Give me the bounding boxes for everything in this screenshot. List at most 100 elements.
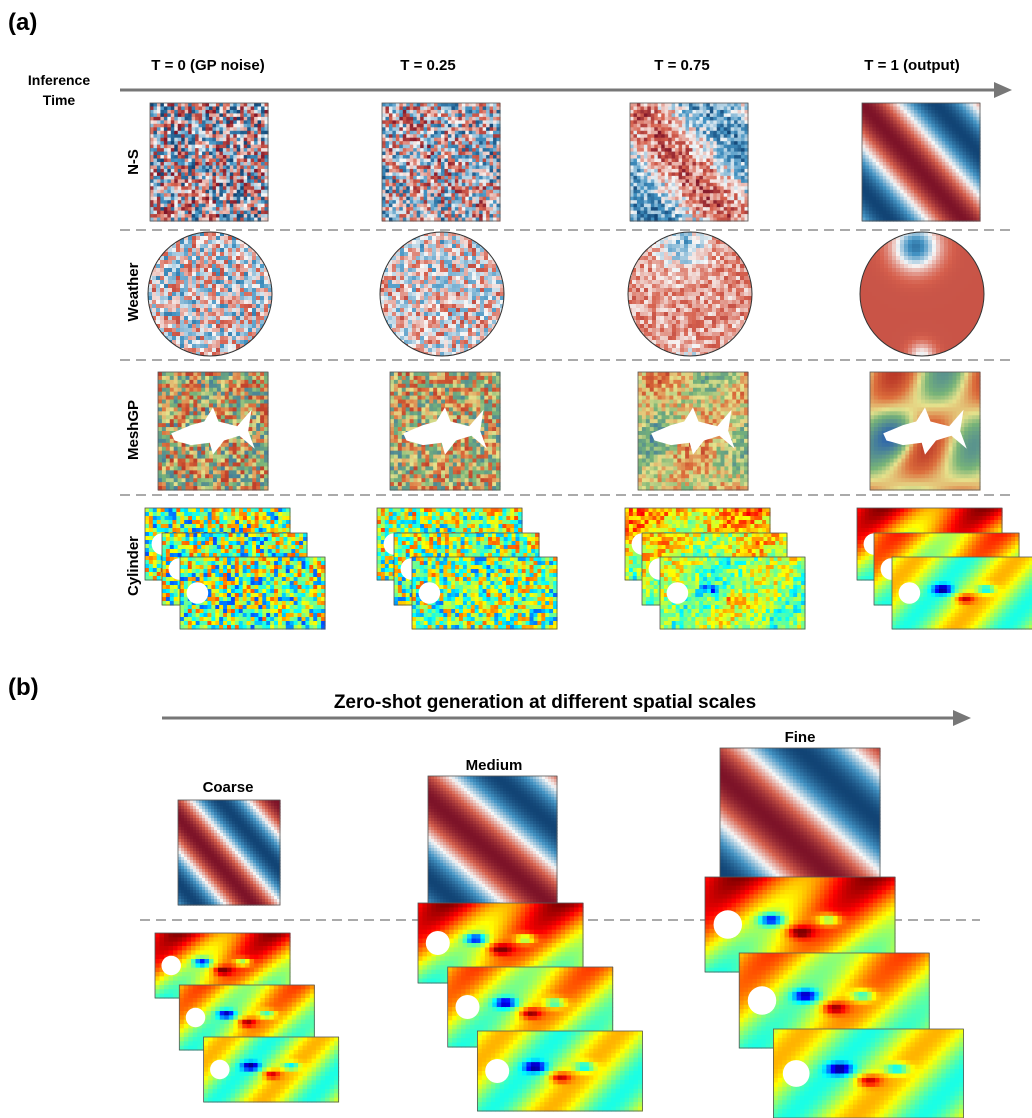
pixel bbox=[240, 320, 245, 325]
pixel bbox=[235, 605, 240, 610]
pixel bbox=[171, 117, 175, 121]
pixel bbox=[235, 565, 240, 570]
pixel bbox=[229, 537, 234, 542]
pixel bbox=[252, 284, 257, 289]
pixel bbox=[264, 296, 269, 301]
pixel bbox=[212, 300, 217, 305]
pixel bbox=[201, 403, 206, 408]
pixel bbox=[270, 557, 275, 562]
pixel bbox=[196, 280, 201, 285]
pixel bbox=[192, 312, 197, 317]
pixel bbox=[258, 561, 263, 566]
pixel bbox=[216, 528, 221, 533]
pixel bbox=[217, 533, 222, 538]
pixel bbox=[237, 141, 241, 145]
pixel bbox=[176, 256, 181, 261]
pixel bbox=[172, 288, 177, 293]
pixel bbox=[164, 193, 168, 197]
pixel bbox=[223, 561, 228, 566]
pixel bbox=[209, 482, 214, 487]
pixel bbox=[216, 288, 221, 293]
pixel bbox=[162, 581, 167, 586]
pixel bbox=[209, 545, 214, 550]
pixel bbox=[225, 533, 230, 538]
pixel bbox=[247, 117, 251, 121]
pixel bbox=[240, 252, 245, 257]
pixel bbox=[174, 462, 179, 467]
pixel bbox=[192, 236, 197, 241]
pixel bbox=[157, 110, 161, 114]
pixel bbox=[167, 124, 171, 128]
pixel bbox=[211, 581, 216, 586]
pixel bbox=[166, 376, 171, 381]
pixel bbox=[176, 312, 181, 317]
pixel bbox=[272, 541, 277, 546]
pixel bbox=[188, 260, 193, 265]
pixel bbox=[254, 117, 258, 121]
pixel bbox=[160, 324, 165, 329]
pixel bbox=[160, 162, 164, 166]
pixel bbox=[197, 396, 202, 401]
pixel bbox=[236, 332, 241, 337]
pixel bbox=[189, 396, 194, 401]
pixel bbox=[171, 113, 175, 117]
pixel bbox=[202, 152, 206, 156]
pixel bbox=[313, 557, 318, 562]
pixel bbox=[216, 148, 220, 152]
pixel bbox=[299, 533, 304, 538]
pixel bbox=[184, 516, 189, 521]
pixel bbox=[150, 134, 154, 138]
pixel bbox=[150, 113, 154, 117]
pixel bbox=[244, 264, 249, 269]
pixel bbox=[167, 113, 171, 117]
pixel bbox=[278, 605, 283, 610]
pixel bbox=[201, 549, 206, 554]
pixel bbox=[212, 260, 217, 265]
pixel bbox=[180, 276, 185, 281]
pixel bbox=[158, 431, 163, 436]
pixel bbox=[317, 561, 322, 566]
pixel bbox=[188, 316, 193, 321]
pixel bbox=[164, 117, 168, 121]
pixel bbox=[219, 176, 223, 180]
pixel bbox=[219, 200, 223, 204]
pixel bbox=[268, 348, 273, 353]
pixel bbox=[211, 593, 216, 598]
pixel bbox=[262, 565, 267, 570]
pixel bbox=[152, 296, 157, 301]
pixel bbox=[149, 560, 154, 565]
pixel bbox=[186, 411, 191, 416]
pixel bbox=[278, 617, 283, 622]
pixel bbox=[178, 470, 183, 475]
pixel bbox=[164, 260, 169, 265]
pixel bbox=[195, 211, 199, 215]
pixel bbox=[171, 155, 175, 159]
pixel bbox=[164, 344, 169, 349]
pixel bbox=[170, 597, 175, 602]
pixel bbox=[243, 577, 248, 582]
pixel bbox=[178, 419, 183, 424]
pixel bbox=[185, 138, 189, 142]
pixel bbox=[192, 162, 196, 166]
pixel bbox=[233, 113, 237, 117]
pixel bbox=[244, 260, 249, 265]
pixel bbox=[172, 512, 177, 517]
pixel bbox=[153, 520, 158, 525]
pixel bbox=[172, 304, 177, 309]
pixel bbox=[217, 376, 222, 381]
pixel bbox=[228, 248, 233, 253]
pixel bbox=[217, 470, 222, 475]
pixel bbox=[158, 384, 163, 389]
pixel bbox=[188, 605, 193, 610]
pixel bbox=[193, 380, 198, 385]
pixel bbox=[196, 617, 201, 622]
pixel bbox=[231, 516, 236, 521]
pixel bbox=[160, 190, 164, 194]
pixel bbox=[215, 609, 220, 614]
pixel bbox=[227, 609, 232, 614]
pixel bbox=[244, 466, 249, 471]
pixel bbox=[164, 145, 168, 149]
pixel bbox=[223, 569, 228, 574]
pixel bbox=[248, 482, 253, 487]
pixel bbox=[148, 352, 153, 357]
